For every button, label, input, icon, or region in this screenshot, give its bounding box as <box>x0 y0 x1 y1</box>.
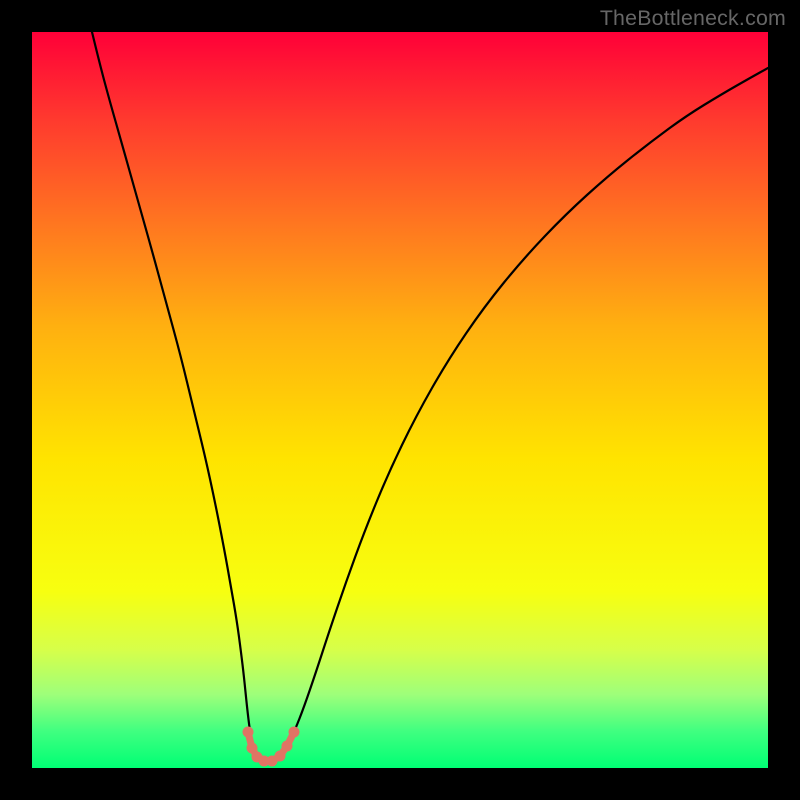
chart-container: { "canvas": { "width_px": 800, "height_p… <box>0 0 800 800</box>
marker-point <box>289 727 300 738</box>
main-curve <box>92 32 768 762</box>
marker-point <box>243 727 254 738</box>
marker-point <box>282 741 293 752</box>
chart-plot-area <box>32 32 768 768</box>
marker-point <box>275 751 286 762</box>
curve-overlay <box>32 32 768 768</box>
watermark-text: TheBottleneck.com <box>600 6 786 31</box>
